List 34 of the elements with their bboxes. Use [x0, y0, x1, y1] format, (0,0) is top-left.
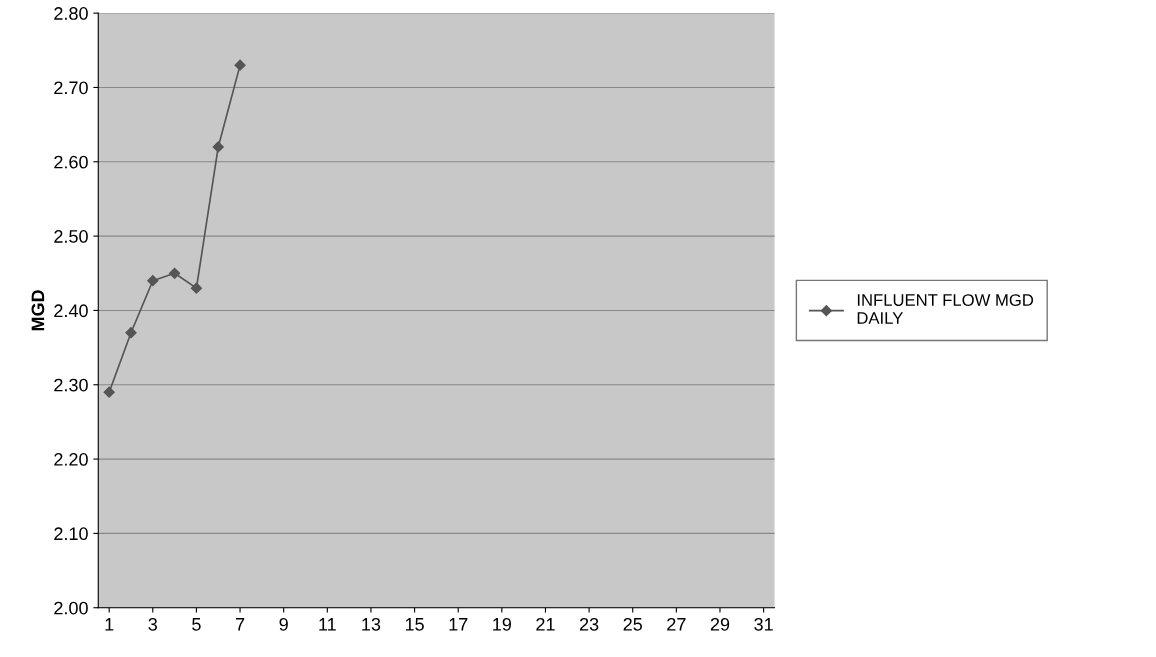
x-tick-label: 17 — [449, 618, 468, 631]
legend-label: INFLUENT FLOW MGD DAILY — [857, 294, 1034, 324]
x-tick-label: 11 — [319, 618, 336, 631]
x-tick-label: 3 — [148, 617, 158, 631]
x-tick-label: 27 — [667, 617, 686, 631]
x-tick-label: 9 — [279, 617, 288, 631]
point — [169, 267, 181, 279]
y-tick-label: 2.30 — [54, 378, 88, 392]
x-tick-label: 29 — [710, 617, 730, 631]
x-tick-label: 7 — [235, 618, 245, 631]
y-tick-label: 2.50 — [54, 230, 88, 243]
x-tick-label: 5 — [192, 618, 201, 631]
y-tick-label: 2.10 — [54, 527, 88, 541]
y-tick-label: 2.60 — [54, 155, 88, 169]
point — [190, 282, 203, 294]
y-tick-label: 2.80 — [54, 7, 88, 20]
y-axis-title: MGD — [31, 290, 45, 331]
x-tick-label: 19 — [493, 617, 512, 631]
point — [125, 327, 137, 339]
point — [103, 386, 115, 398]
x-tick-label: 1 — [105, 618, 114, 631]
x-tick-label: 25 — [623, 617, 643, 631]
x-tick-label: 23 — [579, 617, 599, 631]
y-tick-label: 2.00 — [54, 601, 88, 615]
x-tick-label: 13 — [362, 617, 381, 631]
y-tick-label: 2.20 — [54, 453, 88, 466]
x-tick-label: 21 — [536, 617, 555, 631]
point — [147, 275, 159, 287]
y-tick-label: 2.70 — [54, 81, 88, 95]
x-tick-label: 15 — [405, 618, 424, 631]
point — [234, 59, 246, 71]
y-tick-label: 2.40 — [54, 304, 88, 318]
x-tick-label: 31 — [754, 617, 773, 631]
point — [212, 141, 224, 153]
